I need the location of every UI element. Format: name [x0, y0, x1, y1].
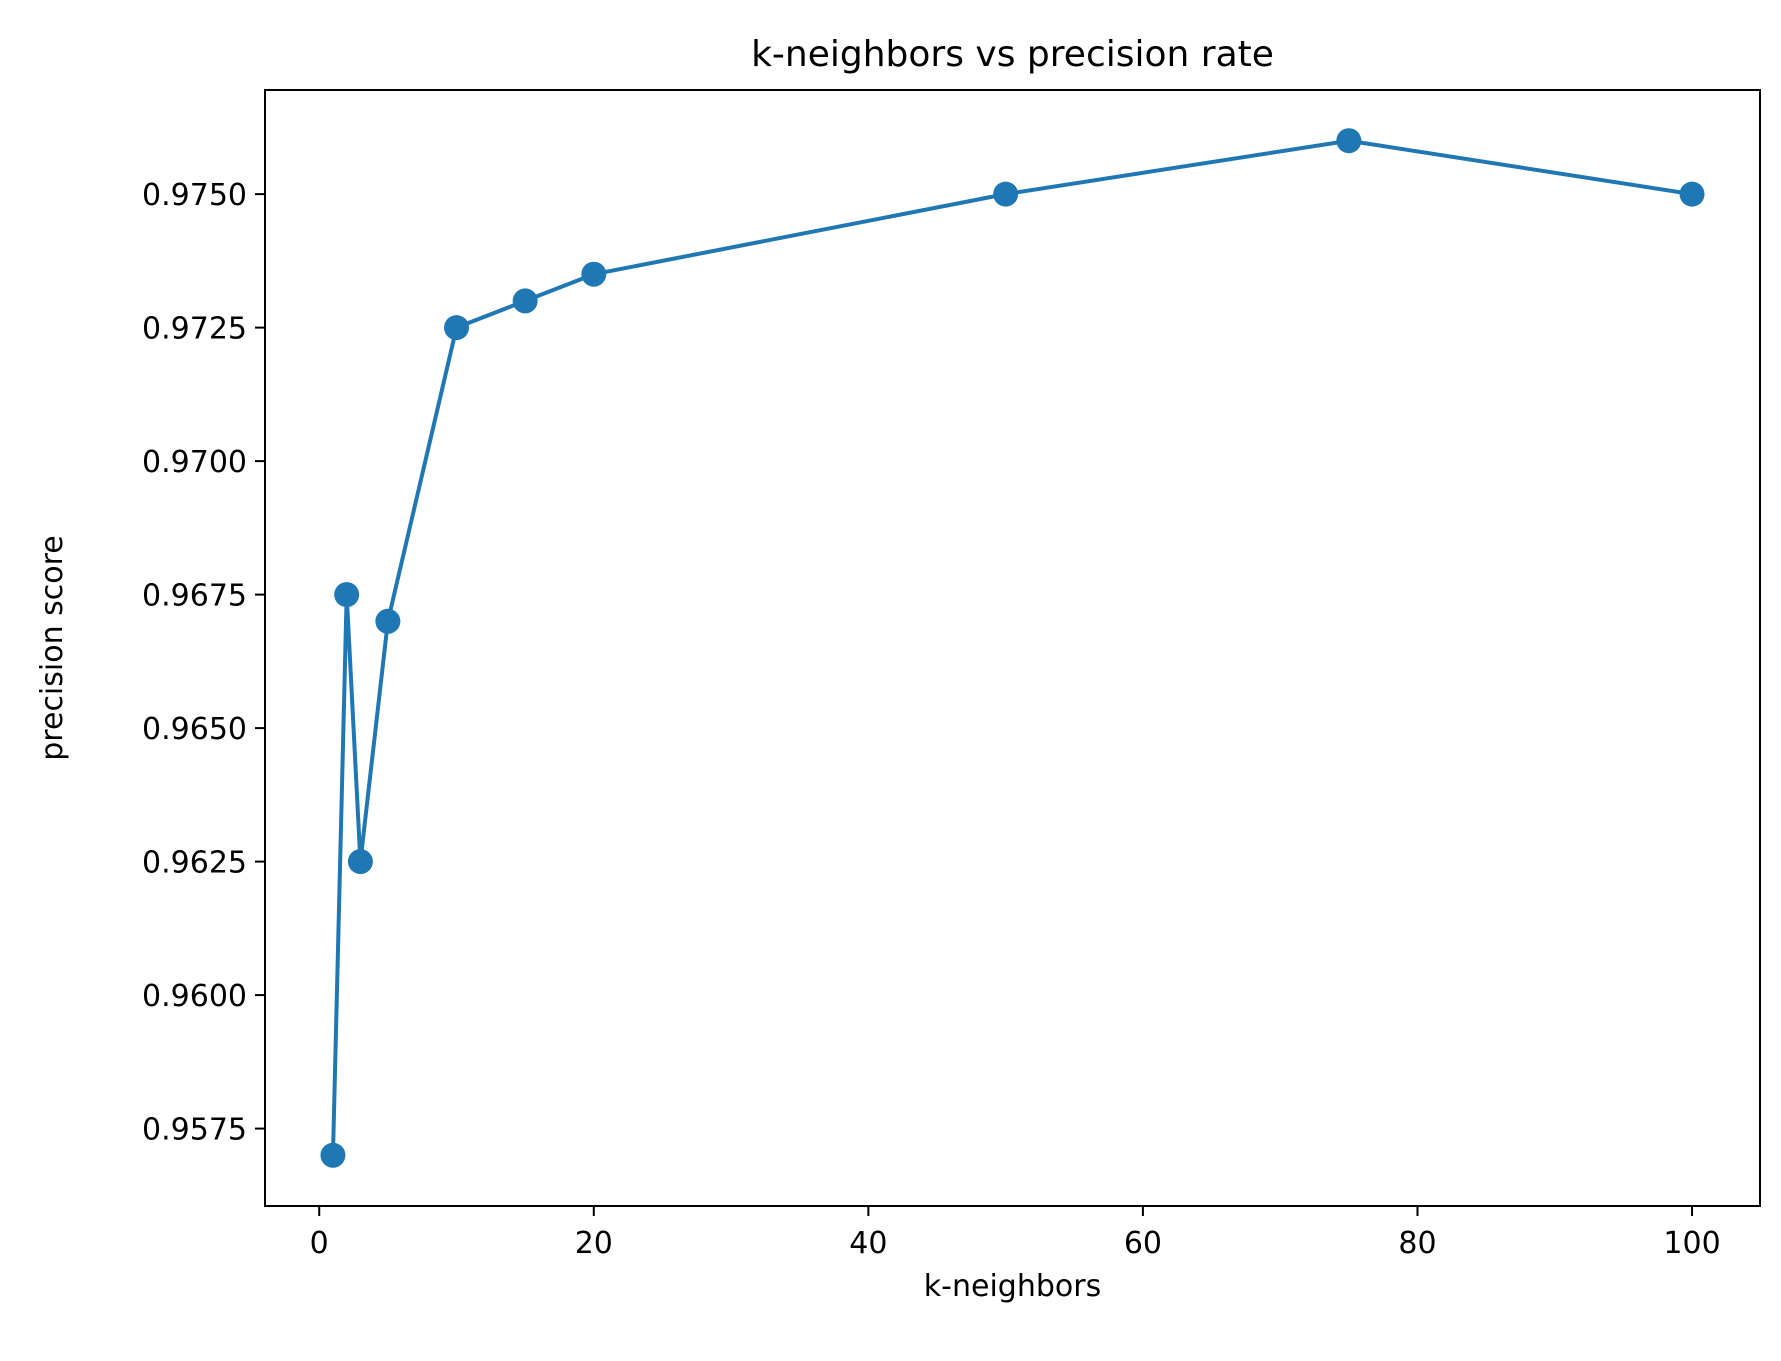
x-tick-label: 40	[849, 1226, 887, 1261]
x-tick-label: 60	[1124, 1226, 1162, 1261]
x-axis-label: k-neighbors	[924, 1269, 1101, 1304]
chart-title: k-neighbors vs precision rate	[751, 34, 1274, 75]
y-tick-label: 0.9575	[142, 1113, 247, 1148]
x-tick-label: 20	[575, 1226, 613, 1261]
data-point	[581, 261, 607, 287]
plot-area	[320, 128, 1705, 1168]
plot-frame	[264, 89, 1761, 1207]
y-tick-label: 0.9675	[142, 579, 247, 614]
data-point	[444, 315, 470, 341]
y-tick-label: 0.9625	[142, 846, 247, 881]
x-tick-label: 100	[1663, 1226, 1720, 1261]
x-axis: 0 20 40 60 80 100	[310, 1206, 1721, 1261]
x-tick-label: 0	[310, 1226, 329, 1261]
data-point	[320, 1142, 346, 1168]
series-line	[330, 138, 1693, 1156]
y-tick-label: 0.9725	[142, 312, 247, 347]
data-point	[1336, 128, 1362, 154]
data-point	[512, 288, 538, 314]
y-tick-label: 0.9750	[142, 178, 247, 213]
y-tick-label: 0.9700	[142, 445, 247, 480]
data-point	[993, 181, 1019, 207]
y-axis: 0.9575 0.9600 0.9625 0.9650 0.9675 0.9700 0.97…	[142, 178, 265, 1148]
y-tick-label: 0.9650	[142, 712, 247, 747]
data-point	[375, 608, 401, 634]
x-tick-label: 80	[1398, 1226, 1436, 1261]
y-tick-label: 0.9600	[142, 979, 247, 1014]
y-axis-label: precision score	[35, 535, 70, 760]
data-point	[334, 582, 360, 608]
data-point	[1679, 181, 1705, 207]
data-point	[347, 849, 373, 875]
